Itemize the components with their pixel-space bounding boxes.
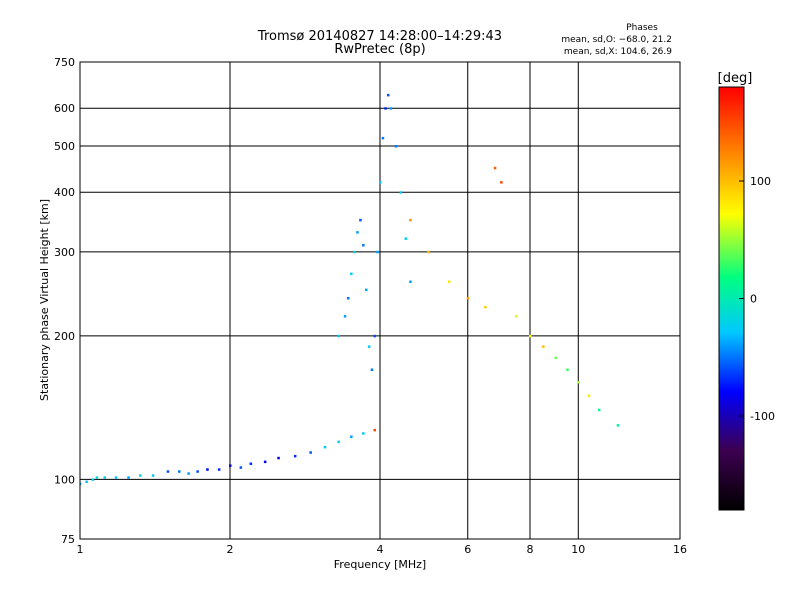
y-tick-label: 300	[54, 246, 75, 259]
x-tick-label: 8	[527, 543, 534, 556]
colorbar-ticks: 100 0 -100	[739, 175, 775, 423]
scatter-point	[370, 368, 374, 371]
scatter-point	[577, 381, 580, 384]
scatter-point	[554, 356, 557, 360]
scatter-point	[399, 191, 403, 194]
x-axis-label: Frequency [MHz]	[334, 558, 426, 571]
scatter-point	[166, 470, 170, 473]
colorbar-tick-label: 100	[750, 175, 771, 188]
scatter-point	[515, 315, 518, 318]
scatter-point	[353, 250, 356, 254]
scatter-point	[379, 181, 382, 184]
scatter-point	[85, 480, 88, 483]
scatter-point	[409, 280, 412, 283]
colorbar-label: [deg]	[718, 71, 753, 86]
scatter-point	[350, 272, 353, 276]
scatter-point	[114, 476, 118, 479]
plot-frame	[79, 61, 681, 540]
y-tick-label: 100	[54, 473, 75, 486]
colorbar-tick-label: 0	[750, 293, 757, 306]
scatter-point	[381, 136, 385, 140]
y-tick-label: 500	[54, 140, 75, 153]
scatter-point	[337, 334, 340, 338]
scatter-point	[493, 166, 497, 170]
phases-mean-x: mean, sd,X: 104.6, 26.9	[564, 47, 672, 57]
scatter-points	[80, 93, 620, 486]
scatter-point	[394, 145, 398, 148]
scatter-point	[206, 468, 209, 471]
phases-mean-o: mean, sd,O: −68.0, 21.2	[561, 35, 672, 45]
scatter-point	[139, 474, 142, 477]
scatter-point	[404, 237, 407, 240]
scatter-point	[151, 474, 155, 477]
scatter-point	[365, 288, 368, 292]
scatter-point	[373, 428, 376, 432]
scatter-point	[229, 464, 232, 467]
scatter-point	[95, 476, 99, 479]
scatter-point	[597, 408, 601, 412]
scatter-point	[350, 435, 353, 438]
scatter-point	[80, 482, 82, 486]
scatter-point	[500, 181, 503, 184]
scatter-point	[347, 297, 350, 300]
scatter-point	[466, 297, 470, 300]
y-tick-label: 750	[54, 56, 75, 69]
scatter-point	[293, 454, 297, 458]
scatter-point	[447, 280, 451, 283]
scatter-point	[566, 368, 569, 371]
scatter-point	[587, 394, 591, 397]
x-tick-label: 6	[464, 543, 471, 556]
scatter-point	[178, 470, 181, 473]
chart-title: Tromsø 20140827 14:28:00–14:29:43	[257, 29, 502, 44]
scatter-point	[337, 440, 340, 444]
scatter-point	[367, 345, 371, 348]
scatter-point	[362, 244, 365, 247]
scatter-point	[249, 462, 253, 465]
y-axis-ticks: 75 100 200 300 400 500 600 750	[54, 56, 75, 546]
x-tick-label: 4	[377, 543, 384, 556]
chart-subtitle: RwPretec (8p)	[334, 42, 425, 57]
scatter-point	[91, 478, 95, 481]
y-tick-label: 600	[54, 102, 75, 115]
scatter-point	[484, 305, 487, 309]
scatter-point	[277, 456, 280, 460]
y-tick-label: 75	[61, 533, 75, 546]
scatter-point	[529, 334, 532, 338]
x-tick-label: 2	[227, 543, 234, 556]
x-tick-label: 10	[571, 543, 585, 556]
scatter-point	[196, 470, 199, 473]
scatter-point	[384, 107, 387, 110]
scatter-point	[323, 445, 327, 449]
grid-lines	[80, 62, 680, 539]
scatter-point	[309, 451, 312, 454]
x-tick-label: 1	[77, 543, 84, 556]
scatter-point	[616, 424, 620, 427]
scatter-point	[389, 107, 393, 110]
scatter-point	[356, 231, 359, 234]
x-axis-ticks: 1 2 4 6 8 10 16	[77, 543, 688, 556]
scatter-point	[373, 334, 376, 338]
x-tick-label: 16	[673, 543, 687, 556]
scatter-point	[127, 476, 130, 479]
scatter-point	[217, 468, 221, 471]
scatter-point	[427, 250, 430, 254]
scatter-point	[409, 218, 412, 222]
scatter-point	[263, 460, 267, 464]
colorbar-tick-label: -100	[750, 410, 775, 423]
scatter-point	[362, 432, 365, 435]
y-axis-label: Stationary phase Virtual Height [km]	[38, 199, 51, 401]
scatter-point	[542, 345, 545, 348]
scatter-point	[103, 476, 106, 479]
y-tick-label: 200	[54, 330, 75, 343]
phases-title: Phases	[626, 23, 658, 33]
scatter-point	[187, 472, 190, 475]
y-tick-label: 400	[54, 186, 75, 199]
scatter-point	[387, 93, 390, 97]
scatter-point	[359, 218, 362, 222]
scatter-point	[343, 315, 347, 318]
scatter-point	[239, 466, 243, 469]
scatter-point	[376, 250, 379, 254]
